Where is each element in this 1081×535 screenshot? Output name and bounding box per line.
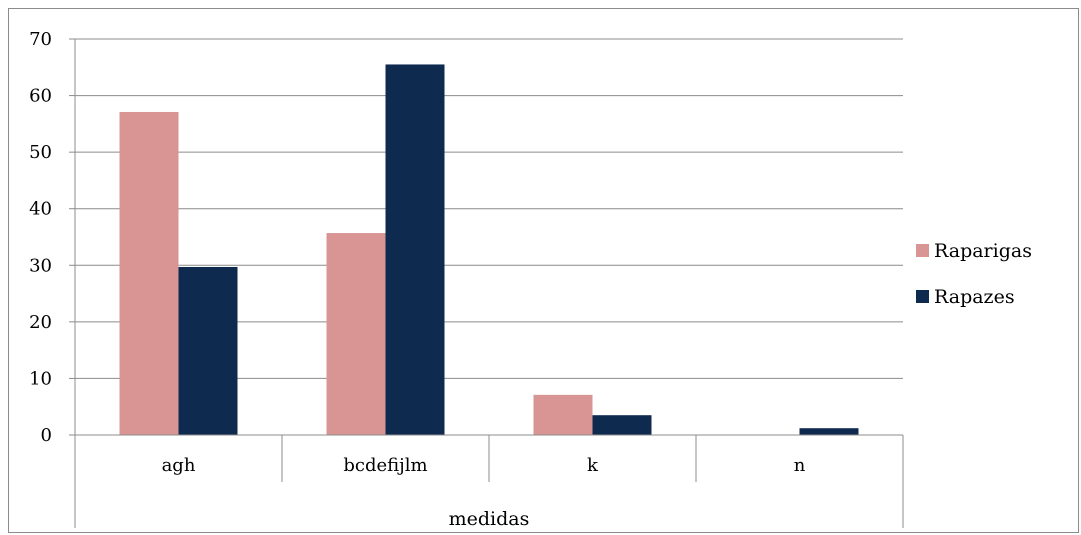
bar-rapazes-n <box>800 428 859 435</box>
bar-rapazes-bcdefijlm <box>386 64 445 435</box>
legend-swatch-raparigas <box>916 244 929 257</box>
y-tick-label: 60 <box>29 86 52 107</box>
legend-label-rapazes: Rapazes <box>934 286 1015 308</box>
bar-raparigas-k <box>534 395 593 435</box>
x-tick-label: bcdefijlm <box>343 455 427 476</box>
y-tick-label: 50 <box>29 142 52 163</box>
y-tick-label: 40 <box>29 199 52 220</box>
y-tick-label: 10 <box>29 368 52 389</box>
y-tick-label: 0 <box>41 425 52 446</box>
bars <box>120 64 859 435</box>
legend: Raparigas Rapazes <box>916 240 1032 308</box>
bar-rapazes-agh <box>179 267 238 435</box>
bar-raparigas-agh <box>120 112 179 435</box>
x-axis-title: medidas <box>449 508 530 530</box>
x-tick-label: agh <box>162 455 196 476</box>
bar-raparigas-bcdefijlm <box>327 233 386 435</box>
bar-rapazes-k <box>593 415 652 435</box>
y-tick-label: 20 <box>29 312 52 333</box>
y-tick-label: 70 <box>29 29 52 50</box>
x-tick-label: k <box>587 455 599 476</box>
x-tick-label: n <box>794 455 806 476</box>
legend-label-raparigas: Raparigas <box>934 240 1032 262</box>
y-tick-label: 30 <box>29 255 52 276</box>
legend-swatch-rapazes <box>916 290 929 303</box>
